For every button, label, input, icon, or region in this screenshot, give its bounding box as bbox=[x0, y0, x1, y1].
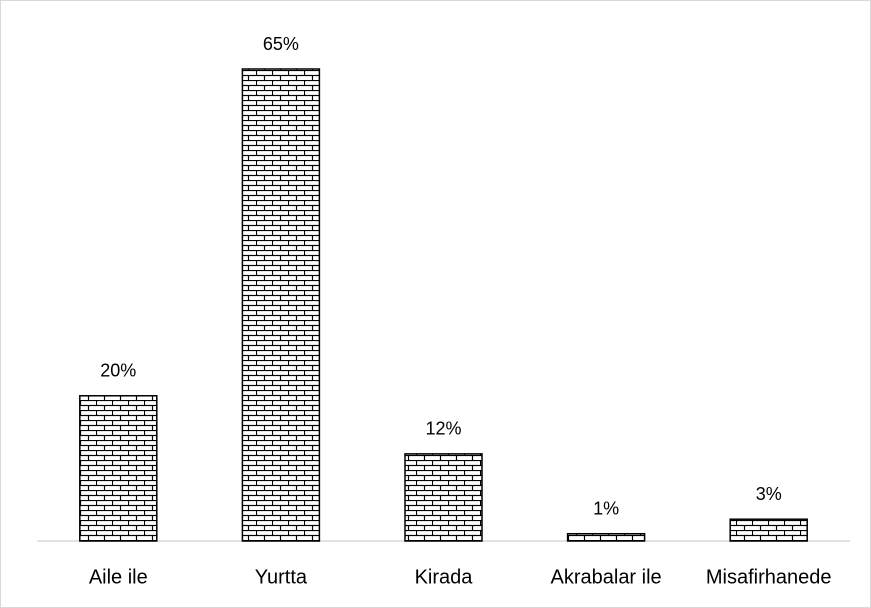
value-label: 65% bbox=[263, 34, 299, 54]
bar bbox=[79, 395, 158, 542]
value-label: 3% bbox=[756, 484, 782, 504]
value-label: 1% bbox=[593, 498, 619, 518]
bar bbox=[566, 532, 646, 542]
x-tick-label: Misafirhanede bbox=[706, 566, 832, 588]
value-label: 20% bbox=[100, 361, 136, 381]
x-tick-label: Kirada bbox=[415, 566, 474, 588]
bar bbox=[729, 518, 808, 542]
bar bbox=[241, 68, 321, 542]
bar bbox=[404, 453, 483, 542]
x-tick-label: Akrabalar ile bbox=[551, 566, 662, 588]
x-tick-label: Yurtta bbox=[255, 566, 308, 588]
x-tick-label: Aile ile bbox=[89, 566, 148, 588]
value-label: 12% bbox=[425, 419, 461, 439]
